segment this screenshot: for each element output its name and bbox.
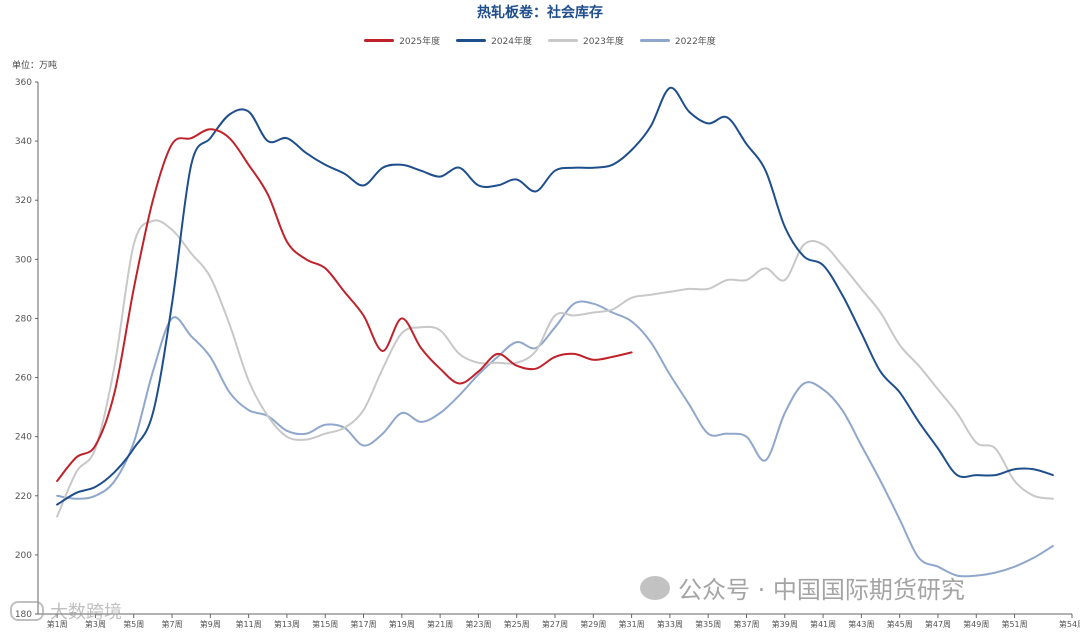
y-tick-label: 300 (15, 255, 32, 265)
x-tick-label: 第45周 (887, 619, 913, 629)
series-line-2023 (56, 219, 1054, 518)
x-tick-label: 第23周 (465, 619, 491, 629)
legend-item-2022[interactable]: 2022年度 (639, 34, 716, 47)
x-tick-label: 第49周 (963, 619, 989, 629)
y-tick-label: 320 (15, 196, 32, 206)
x-tick-label: 第35周 (695, 619, 721, 629)
watermark-right-text: 公众号 · 中国国际期货研究 (678, 576, 965, 604)
y-tick-label: 200 (15, 551, 32, 561)
chart-title: 热轧板卷：社会库存 (477, 5, 603, 21)
x-tick-label: 第1周 (47, 619, 68, 629)
x-tick-label: 第29周 (580, 619, 606, 629)
legend-swatch (364, 39, 395, 42)
x-tick-label: 第41周 (810, 619, 836, 629)
x-tick-label: 第27周 (542, 619, 568, 629)
watermark-left: 大数跨境 (10, 598, 122, 624)
x-tick-label: 第9周 (200, 619, 221, 629)
x-tick-label: 第13周 (274, 619, 300, 629)
x-tick-label: 第31周 (618, 619, 644, 629)
series-line-2022 (56, 300, 1054, 578)
legend-label: 2022年度 (674, 37, 716, 47)
x-tick-label: 第21周 (427, 619, 453, 629)
legend-label: 2025年度 (399, 37, 441, 47)
watermark-left-text: 大数跨境 (50, 602, 122, 623)
y-tick-label: 360 (15, 78, 32, 88)
legend-item-2023[interactable]: 2023年度 (548, 34, 624, 47)
x-tick-label: 第17周 (350, 619, 376, 629)
x-tick-label: 第37周 (733, 619, 759, 629)
y-tick-label: 220 (15, 492, 32, 502)
x-tick-label: 第33周 (657, 619, 683, 629)
y-tick-label: 280 (15, 314, 32, 324)
y-tick-label: 240 (15, 433, 32, 443)
unit-label: 单位：万吨 (12, 61, 58, 71)
legend-item-2025[interactable]: 2025年度 (364, 34, 440, 47)
legend-label: 2024年度 (491, 37, 532, 47)
x-tick-label: 第7周 (161, 619, 182, 629)
x-tick-label: 第15周 (312, 619, 338, 629)
legend-item-2024[interactable]: 2024年度 (456, 34, 532, 47)
x-tick-label: 第54周 (1059, 619, 1080, 629)
legend: 2025年度 2024年度 2023年度 2022年度 (0, 34, 1080, 47)
x-tick-label: 第11周 (236, 619, 262, 629)
x-tick-label: 第25周 (504, 619, 530, 629)
x-tick-label: 第3周 (85, 619, 106, 629)
legend-swatch (639, 39, 670, 42)
x-tick-label: 第43周 (848, 619, 874, 629)
x-tick-label: 第51周 (1001, 619, 1027, 629)
legend-label: 2023年度 (583, 37, 624, 47)
series-line-2024 (56, 86, 1054, 506)
series-line-2025 (56, 128, 633, 482)
x-tick-label: 第47周 (925, 619, 951, 629)
x-tick-label: 第19周 (389, 619, 415, 629)
watermark-right: 公众号 · 中国国际期货研究 (640, 570, 965, 605)
y-tick-label: 340 (15, 137, 32, 147)
y-tick-label: 180 (15, 610, 32, 620)
legend-swatch (548, 39, 578, 42)
wechat-icon (640, 575, 670, 600)
y-tick-label: 260 (15, 374, 32, 384)
x-tick-label: 第5周 (123, 619, 144, 629)
x-tick-label: 第39周 (772, 619, 798, 629)
legend-swatch (456, 39, 487, 42)
brand-logo-icon (10, 601, 44, 621)
